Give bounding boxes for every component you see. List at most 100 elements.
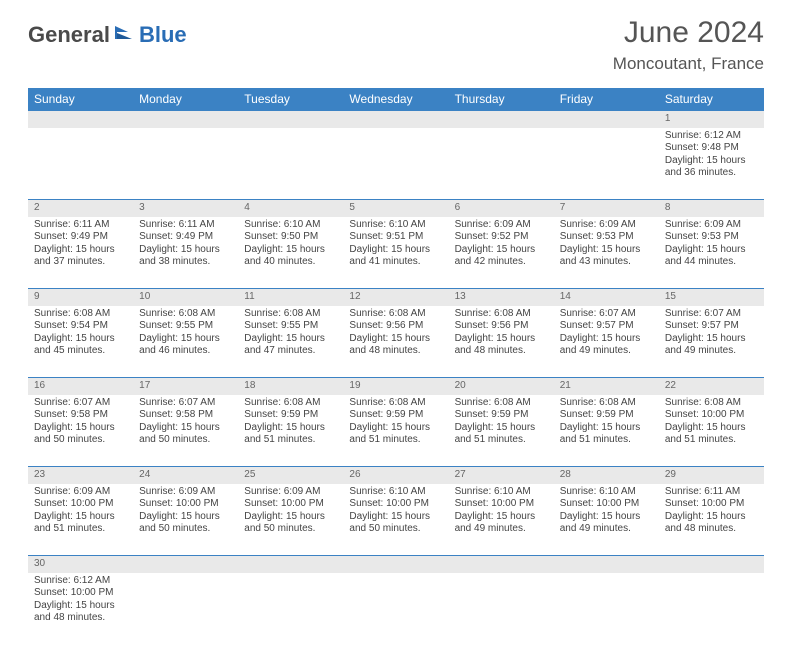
day-content: Sunrise: 6:08 AMSunset: 9:59 PMDaylight:…	[449, 395, 554, 451]
sunset-line: Sunset: 10:00 PM	[34, 498, 127, 511]
day-cell	[133, 573, 238, 645]
day-cell	[28, 128, 133, 200]
weekday-header: Tuesday	[238, 88, 343, 111]
day-cell: Sunrise: 6:10 AMSunset: 9:51 PMDaylight:…	[343, 217, 448, 289]
day-number-cell: 11	[238, 289, 343, 306]
sunset-line: Sunset: 9:49 PM	[34, 231, 127, 244]
sunrise-line: Sunrise: 6:08 AM	[349, 397, 442, 410]
day-number-cell	[238, 111, 343, 128]
day-cell	[343, 573, 448, 645]
sunrise-line: Sunrise: 6:07 AM	[139, 397, 232, 410]
month-title: June 2024	[613, 16, 764, 50]
day-content: Sunrise: 6:08 AMSunset: 9:55 PMDaylight:…	[133, 306, 238, 362]
header: General Blue June 2024 Moncoutant, Franc…	[0, 0, 792, 82]
day-number-cell	[449, 111, 554, 128]
sunrise-line: Sunrise: 6:09 AM	[560, 219, 653, 232]
sunrise-line: Sunrise: 6:08 AM	[34, 308, 127, 321]
sunrise-line: Sunrise: 6:09 AM	[455, 219, 548, 232]
day-cell	[449, 573, 554, 645]
daylight-line: Daylight: 15 hours and 51 minutes.	[34, 511, 127, 536]
day-content: Sunrise: 6:07 AMSunset: 9:57 PMDaylight:…	[659, 306, 764, 362]
day-cell: Sunrise: 6:07 AMSunset: 9:58 PMDaylight:…	[133, 395, 238, 467]
day-cell: Sunrise: 6:10 AMSunset: 10:00 PMDaylight…	[343, 484, 448, 556]
sunrise-line: Sunrise: 6:12 AM	[34, 575, 127, 588]
day-number-cell: 12	[343, 289, 448, 306]
day-content: Sunrise: 6:08 AMSunset: 9:56 PMDaylight:…	[343, 306, 448, 362]
day-number-cell: 5	[343, 200, 448, 217]
day-content: Sunrise: 6:10 AMSunset: 10:00 PMDaylight…	[449, 484, 554, 540]
day-number-cell: 23	[28, 467, 133, 484]
sunset-line: Sunset: 10:00 PM	[560, 498, 653, 511]
day-cell: Sunrise: 6:09 AMSunset: 9:53 PMDaylight:…	[659, 217, 764, 289]
day-number-cell: 10	[133, 289, 238, 306]
day-content: Sunrise: 6:11 AMSunset: 9:49 PMDaylight:…	[133, 217, 238, 273]
sunset-line: Sunset: 9:58 PM	[139, 409, 232, 422]
day-number-cell: 4	[238, 200, 343, 217]
day-number-cell: 16	[28, 378, 133, 395]
day-number-cell: 27	[449, 467, 554, 484]
week-row: Sunrise: 6:11 AM Sunset: 9:49 PM Daylight:…	[28, 217, 764, 289]
sunrise-line: Sunrise: 6:08 AM	[455, 308, 548, 321]
daylight-line: Daylight: 15 hours and 51 minutes.	[455, 422, 548, 447]
day-cell	[659, 573, 764, 645]
day-cell	[238, 573, 343, 645]
day-cell: Sunrise: 6:09 AMSunset: 9:52 PMDaylight:…	[449, 217, 554, 289]
sunset-line: Sunset: 10:00 PM	[34, 587, 127, 600]
sunrise-line: Sunrise: 6:08 AM	[560, 397, 653, 410]
day-number-cell	[28, 111, 133, 128]
day-cell: Sunrise: 6:10 AMSunset: 9:50 PMDaylight:…	[238, 217, 343, 289]
daylight-line: Daylight: 15 hours and 50 minutes.	[34, 422, 127, 447]
logo: General Blue	[28, 22, 187, 48]
daylight-line: Daylight: 15 hours and 47 minutes.	[244, 333, 337, 358]
day-cell	[238, 128, 343, 200]
day-number-cell: 24	[133, 467, 238, 484]
day-cell: Sunrise: 6:08 AMSunset: 9:54 PMDaylight:…	[28, 306, 133, 378]
day-content: Sunrise: 6:07 AMSunset: 9:58 PMDaylight:…	[28, 395, 133, 451]
sunrise-line: Sunrise: 6:09 AM	[34, 486, 127, 499]
day-cell: Sunrise: 6:08 AMSunset: 9:59 PMDaylight:…	[343, 395, 448, 467]
day-number-cell: 6	[449, 200, 554, 217]
day-cell	[343, 128, 448, 200]
day-cell: Sunrise: 6:08 AMSunset: 9:56 PMDaylight:…	[343, 306, 448, 378]
day-cell: Sunrise: 6:12 AMSunset: 10:00 PMDaylight…	[28, 573, 133, 645]
sunset-line: Sunset: 9:56 PM	[455, 320, 548, 333]
sunrise-line: Sunrise: 6:11 AM	[665, 486, 758, 499]
sunset-line: Sunset: 9:54 PM	[34, 320, 127, 333]
day-cell: Sunrise: 6:09 AMSunset: 10:00 PMDaylight…	[28, 484, 133, 556]
week-row: Sunrise: 6:07 AMSunset: 9:58 PM Daylight:…	[28, 395, 764, 467]
weekday-header-row: SundayMondayTuesdayWednesdayThursdayFrid…	[28, 88, 764, 111]
sunset-line: Sunset: 10:00 PM	[455, 498, 548, 511]
day-cell: Sunrise: 6:08 AMSunset: 9:59 PMDaylight:…	[449, 395, 554, 467]
day-content: Sunrise: 6:10 AMSunset: 9:50 PMDaylight:…	[238, 217, 343, 273]
day-cell: Sunrise: 6:08 AMSunset: 9:55 PMDaylight:…	[238, 306, 343, 378]
daynum-row: 9101112131415	[28, 289, 764, 306]
sunset-line: Sunset: 9:48 PM	[665, 142, 758, 155]
day-cell: Sunrise: 6:07 AMSunset: 9:57 PMDaylight:…	[659, 306, 764, 378]
day-content: Sunrise: 6:12 AMSunset: 10:00 PMDaylight…	[28, 573, 133, 629]
day-number-cell: 22	[659, 378, 764, 395]
day-cell	[554, 573, 659, 645]
day-cell: Sunrise: 6:08 AMSunset: 9:59 PMDaylight:…	[554, 395, 659, 467]
day-number-cell: 2	[28, 200, 133, 217]
sunset-line: Sunset: 9:56 PM	[349, 320, 442, 333]
day-number-cell: 18	[238, 378, 343, 395]
day-content: Sunrise: 6:09 AMSunset: 9:52 PMDaylight:…	[449, 217, 554, 273]
sunset-line: Sunset: 10:00 PM	[349, 498, 442, 511]
sunrise-line: Sunrise: 6:11 AM	[139, 219, 232, 232]
sunset-line: Sunset: 9:57 PM	[665, 320, 758, 333]
sunset-line: Sunset: 9:53 PM	[665, 231, 758, 244]
day-number-cell	[133, 111, 238, 128]
day-cell: Sunrise: 6:07 AMSunset: 9:58 PMDaylight:…	[28, 395, 133, 467]
weekday-header: Thursday	[449, 88, 554, 111]
day-content: Sunrise: 6:08 AMSunset: 9:59 PMDaylight:…	[238, 395, 343, 451]
weekday-header: Friday	[554, 88, 659, 111]
location: Moncoutant, France	[613, 54, 764, 74]
daylight-line: Daylight: 15 hours and 51 minutes.	[244, 422, 337, 447]
day-content: Sunrise: 6:08 AMSunset: 9:59 PMDaylight:…	[343, 395, 448, 451]
sunrise-line: Sunrise: 6:07 AM	[560, 308, 653, 321]
daylight-line: Daylight: 15 hours and 41 minutes.	[349, 244, 442, 269]
sunrise-line: Sunrise: 6:12 AM	[665, 130, 758, 143]
sunset-line: Sunset: 9:59 PM	[560, 409, 653, 422]
weekday-header: Sunday	[28, 88, 133, 111]
sunset-line: Sunset: 10:00 PM	[665, 409, 758, 422]
